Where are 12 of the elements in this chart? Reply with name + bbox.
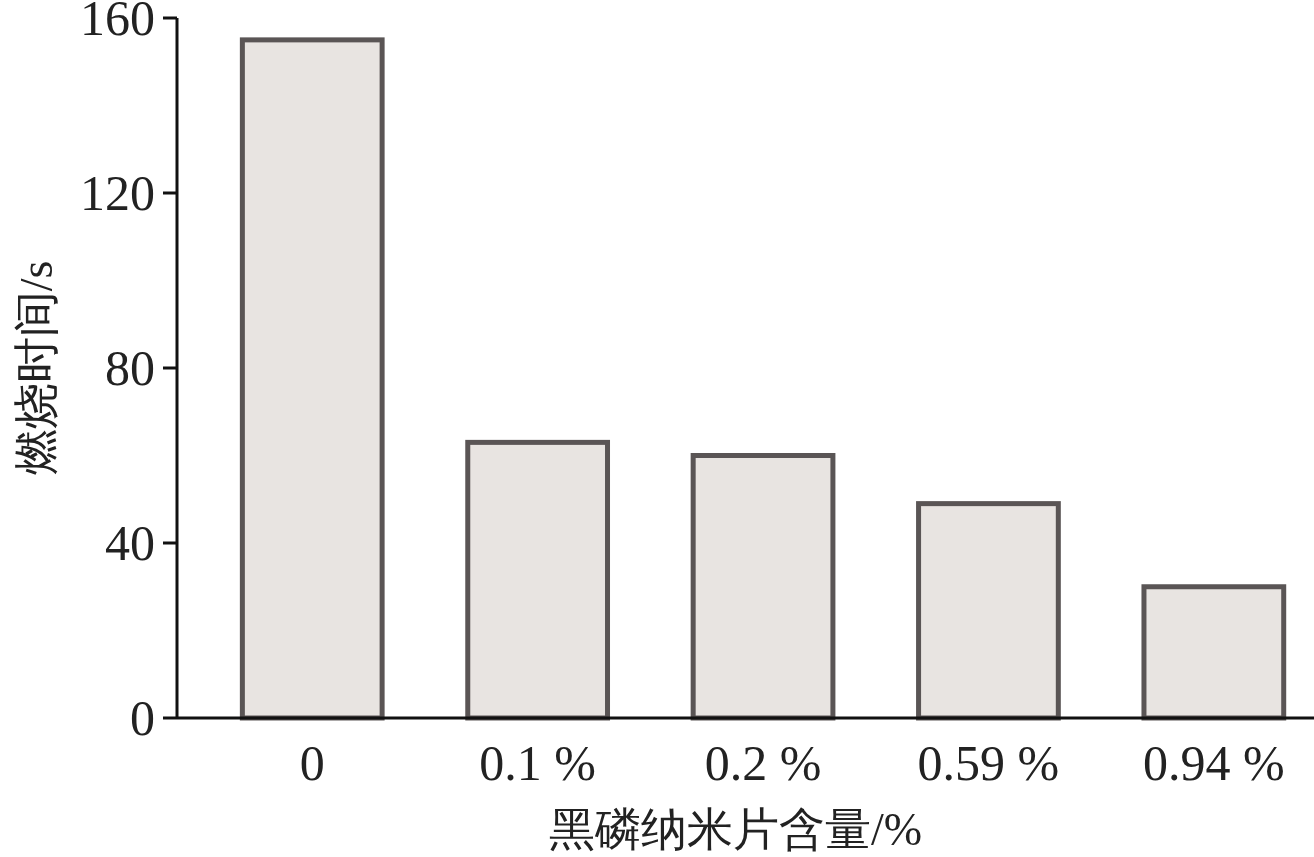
y-tick-label: 0 [130, 690, 155, 746]
y-tick-label: 80 [105, 340, 155, 396]
y-tick-label: 160 [80, 0, 155, 46]
x-tick-label: 0.1 % [479, 735, 596, 791]
x-axis-title: 黑磷纳米片含量/% [548, 804, 923, 855]
x-tick-label: 0 [299, 735, 325, 791]
y-tick-label: 120 [80, 165, 155, 221]
y-tick-label: 40 [105, 515, 155, 571]
y-axis-title: 燃烧时间/s [11, 260, 62, 476]
x-tick-label: 0.59 % [917, 735, 1060, 791]
x-tick-label: 0.2 % [704, 735, 822, 791]
x-tick-label: 0.94 % [1143, 735, 1285, 791]
